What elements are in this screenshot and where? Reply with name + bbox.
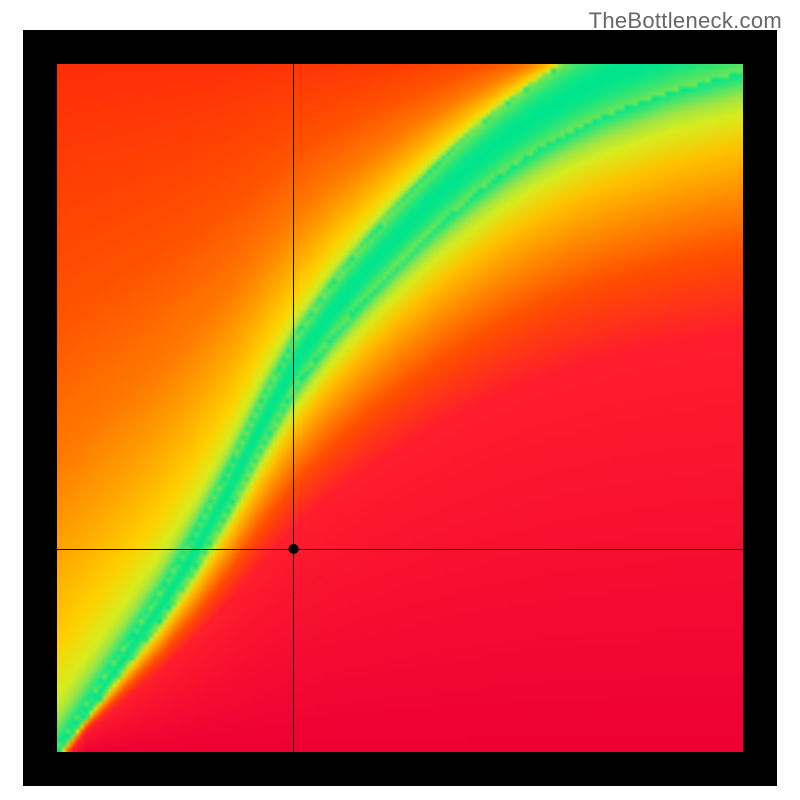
watermark-text: TheBottleneck.com bbox=[589, 8, 782, 34]
marker-canvas bbox=[23, 30, 777, 786]
plot-frame bbox=[23, 30, 777, 786]
crosshair-vertical bbox=[293, 64, 294, 752]
crosshair-horizontal bbox=[57, 549, 743, 550]
